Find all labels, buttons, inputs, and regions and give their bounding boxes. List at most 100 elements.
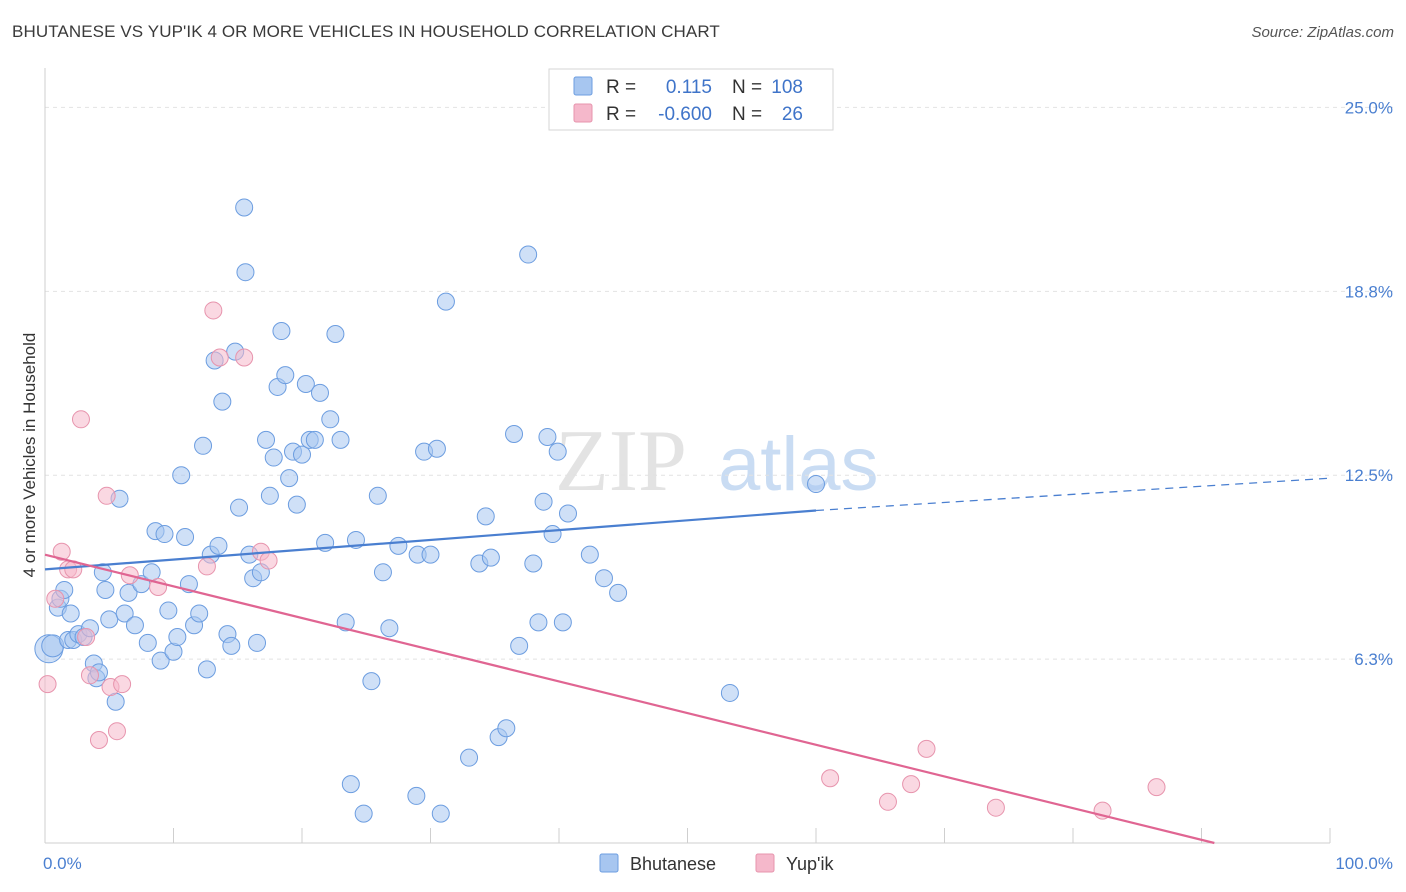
bhutanese-point [609,583,628,602]
bhutanese-point [558,504,577,523]
y-tick-label: 6.3% [1354,650,1393,669]
bhutanese-point [476,507,495,526]
bhutanese-point [407,786,426,805]
bhutanese-point [534,492,553,511]
bhutanese-point [427,439,446,458]
bhutanese-point [310,383,329,402]
watermark-zip: ZIP [555,413,687,510]
bhutanese-point [529,613,548,632]
bhutanese-point [305,430,324,449]
source-credit: Source: ZipAtlas.com [1251,24,1394,41]
trend-lines [44,477,1331,845]
bhutanese-point [362,672,381,691]
y-tick-labels: 6.3% 12.5% 18.8% 25.0% [1345,98,1393,669]
bhutanese-point [260,486,279,505]
bhutanese-point [61,604,80,623]
yupik-point [821,769,840,788]
bhutanese-point [341,775,360,794]
yupik-point [986,798,1005,817]
yupik-point [197,557,216,576]
yupik-point [210,348,229,367]
bhutanese-point [538,427,557,446]
yupik-point [52,542,71,561]
yupik-point [204,301,223,320]
yupik-point [902,775,921,794]
bhutanese-point [336,613,355,632]
bhutanese-point [230,498,249,517]
yupik-point [259,551,278,570]
bhutanese-point [287,495,306,514]
correlation-legend: R = 0.115 N = 108 R = -0.600 N = 26 [548,68,834,131]
yupik-trend-line [44,553,1215,845]
bottom-legend-swatch-bhutanese [599,853,619,873]
gridlines [45,106,1393,660]
bhutanese-point [296,375,315,393]
yupik-point [80,666,99,685]
series-legend: Bhutanese Yup'ik [599,853,834,874]
bhutanese-point [264,448,283,467]
bhutanese-point [460,748,479,767]
bhutanese-point [321,410,340,429]
bhutanese-point [380,619,399,638]
bhutanese-point [96,580,115,599]
bhutanese-point [257,430,276,449]
bhutanese-point [553,613,572,632]
bhutanese-point [119,583,138,602]
bhutanese-point [431,804,450,823]
bottom-legend-swatch-yupik [755,853,775,873]
legend-swatch-bhutanese [573,76,593,96]
legend-box [548,68,834,131]
x-tick-label-min: 0.0% [43,854,82,873]
bhutanese-point [326,324,345,343]
bhutanese-point [168,628,187,647]
yupik-point [1147,778,1166,797]
bhutanese-point [155,525,174,544]
bhutanese-point [248,633,267,652]
yupik-point [113,675,132,694]
watermark-atlas: atlas [718,422,879,507]
legend-r-value-1: 0.115 [666,77,712,98]
legend-r-label-1: R = [606,77,636,98]
yupik-point [97,486,116,505]
legend-r-value-2: -0.600 [658,104,712,125]
bottom-legend-label-yupik: Yup'ik [786,854,834,874]
bhutanese-point [580,545,599,564]
bhutanese-point [276,366,295,385]
yupik-points [38,301,1166,820]
bhutanese-point [519,245,538,264]
y-tick-label: 25.0% [1345,98,1393,117]
y-tick-label: 18.8% [1345,282,1393,301]
legend-r-label-2: R = [606,104,636,125]
bhutanese-point [548,442,567,461]
yupik-point [89,731,108,750]
bhutanese-point [389,536,408,555]
bhutanese-point [213,392,232,411]
bhutanese-point [594,569,613,588]
yupik-point [878,792,897,811]
bhutanese-point [505,425,524,444]
bhutanese-point [197,660,216,679]
bhutanese-point [236,263,255,282]
chart-title: BHUTANESE VS YUP'IK 4 OR MORE VEHICLES I… [12,22,720,41]
legend-n-value-2: 26 [782,104,803,125]
bhutanese-point [807,475,825,494]
bhutanese-point [138,633,157,652]
bhutanese-points [34,198,825,823]
legend-n-label-1: N = [732,77,762,98]
bhutanese-point [125,616,144,635]
legend-swatch-yupik [573,103,593,123]
bhutanese-point [421,545,440,564]
bhutanese-point [293,445,311,464]
bhutanese-point [235,198,254,217]
bhutanese-point [543,525,562,544]
yupik-point [107,722,126,741]
bhutanese-point [373,563,392,582]
yupik-point [71,410,90,429]
bhutanese-point [100,610,119,629]
bhutanese-point [436,292,455,311]
bhutanese-point [720,683,739,702]
yupik-point [38,675,57,694]
bhutanese-point [172,466,191,485]
bhutanese-trend-extension [815,477,1331,512]
bhutanese-point [209,536,228,555]
